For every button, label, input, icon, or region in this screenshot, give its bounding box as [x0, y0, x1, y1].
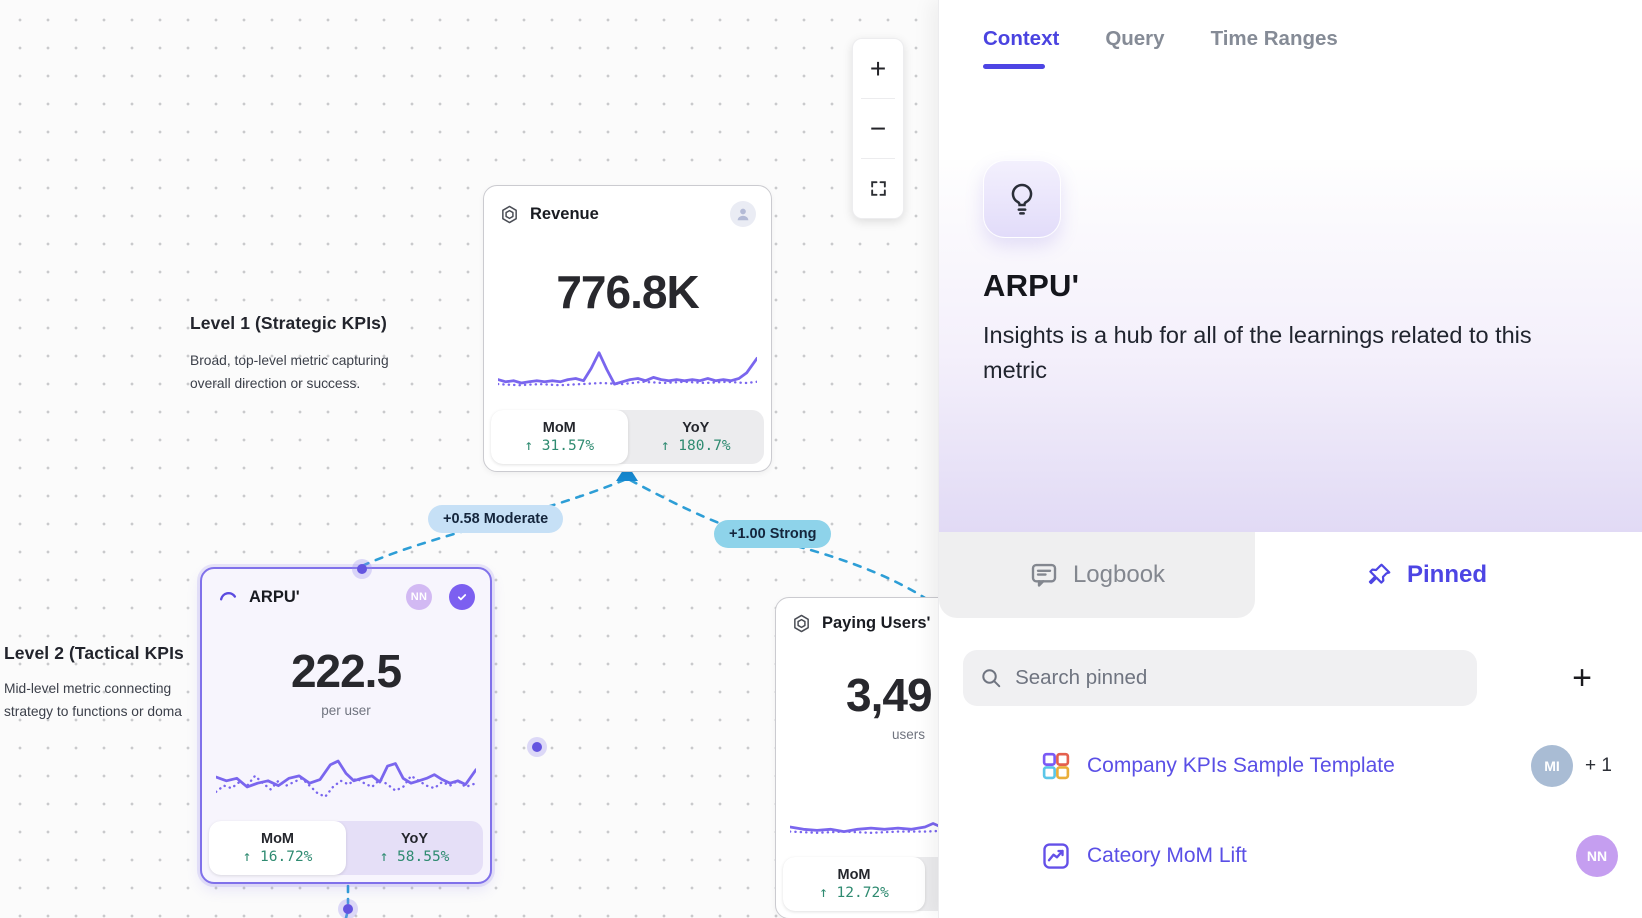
- level-1-annotation: Level 1 (Strategic KPIs) Broad, top-leve…: [190, 313, 389, 394]
- metric-description: Insights is a hub for all of the learnin…: [983, 322, 1532, 383]
- extra-collaborators-count: + 1: [1585, 755, 1612, 776]
- subtab-pinned-label: Pinned: [1407, 561, 1488, 588]
- tab-context[interactable]: Context: [983, 27, 1060, 50]
- arc-metric-icon: [219, 592, 237, 601]
- search-icon: [982, 669, 1001, 688]
- subtab-logbook[interactable]: Logbook: [939, 532, 1255, 618]
- pushpin-icon: [1368, 563, 1391, 585]
- metric-unit: users: [892, 727, 926, 742]
- owner-avatar: [730, 201, 756, 227]
- connection-handle-arpu-right[interactable]: [532, 742, 542, 752]
- fullscreen-icon: [870, 181, 886, 196]
- zoom-out-button[interactable]: −: [853, 99, 903, 158]
- pinned-search-row: +: [963, 650, 1618, 706]
- search-pinned-input[interactable]: [1015, 666, 1461, 690]
- sparkline-chart: [216, 759, 476, 798]
- person-icon: [737, 208, 749, 221]
- card-title: ARPU': [249, 587, 300, 606]
- template-grid-icon: [1042, 752, 1070, 780]
- fit-view-button[interactable]: [853, 159, 903, 218]
- insight-icon-card: [983, 160, 1061, 238]
- tab-query[interactable]: Query: [1105, 27, 1165, 50]
- tab-time-ranges[interactable]: Time Ranges: [1210, 27, 1338, 50]
- mom-value: ↑ 16.72%: [242, 849, 313, 865]
- mom-toggle[interactable]: MoM ↑ 31.57%: [491, 410, 628, 464]
- divider: [861, 98, 895, 99]
- lightbulb-icon: [1011, 183, 1033, 215]
- logbook-comment-icon: [1031, 563, 1057, 587]
- metric-hero-section: ARPU' Insights is a hub for all of the l…: [939, 160, 1642, 532]
- hexagon-metric-icon: [794, 614, 809, 633]
- pinned-item-label: Company KPIs Sample Template: [1087, 754, 1395, 777]
- owner-avatar: NN: [406, 584, 432, 610]
- connection-handle-arpu-top[interactable]: [357, 564, 367, 574]
- search-box[interactable]: [963, 650, 1477, 706]
- mom-value: ↑ 12.72%: [819, 885, 889, 901]
- card-title: Paying Users': [822, 614, 931, 632]
- zoom-in-button[interactable]: +: [853, 39, 903, 98]
- level-1-desc-line1: Broad, top-level metric capturing: [190, 353, 389, 368]
- metric-value: 776.8K: [556, 266, 699, 318]
- yoy-toggle[interactable]: YoY ↑ 58.55%: [379, 831, 450, 865]
- edge-correlation-label-moderate[interactable]: +0.58 Moderate: [428, 505, 564, 533]
- yoy-value: ↑ 180.7%: [660, 438, 731, 454]
- sparkline-chart: [498, 351, 757, 387]
- avatar: MI: [1531, 745, 1574, 787]
- active-tab-indicator: [983, 64, 1045, 69]
- yoy-value: ↑ 58.55%: [379, 849, 450, 865]
- level-2-desc-line1: Mid-level metric connecting: [4, 681, 172, 696]
- mom-toggle[interactable]: MoM ↑ 12.72%: [783, 857, 925, 911]
- add-pinned-button[interactable]: +: [1560, 656, 1604, 700]
- avatar: NN: [1576, 835, 1618, 877]
- mom-toggle[interactable]: MoM ↑ 16.72%: [209, 821, 346, 875]
- trend-chart-icon: [1043, 843, 1069, 869]
- verified-badge-icon: [449, 584, 475, 610]
- subtab-logbook-label: Logbook: [1072, 561, 1166, 588]
- level-2-annotation: Level 2 (Tactical KPIs Mid-level metric …: [4, 643, 184, 722]
- divider: [861, 158, 895, 159]
- panel-subtab-bar: Logbook Pinned: [939, 532, 1642, 618]
- metric-unit: per user: [321, 703, 371, 718]
- metric-value: 222.5: [290, 645, 402, 697]
- metric-card-revenue[interactable]: Revenue 776.8K MoM ↑ 31.57% YoY: [483, 185, 772, 472]
- card-title: Revenue: [530, 204, 599, 223]
- level-1-title: Level 1 (Strategic KPIs): [190, 313, 387, 333]
- metric-card-arpu[interactable]: ARPU' NN 222.5 per user MoM ↑ 16.72%: [200, 567, 492, 884]
- yoy-toggle[interactable]: YoY ↑ 180.7%: [660, 420, 731, 454]
- pinned-list: Company KPIs Sample Template MI + 1 Cate…: [939, 734, 1642, 888]
- metric-value: 3,49: [846, 669, 933, 721]
- card-metrics-footer: MoM ↑ 16.72% YoY ↑ 58.55%: [209, 821, 483, 875]
- context-side-panel: Context Query Time Ranges ARPU' Insights…: [938, 0, 1642, 918]
- pinned-item-label: Cateory MoM Lift: [1087, 844, 1247, 867]
- metric-title: ARPU': [983, 268, 1080, 303]
- metric-tree-canvas[interactable]: +0.58 Moderate +1.00 Strong Level 1 (Str…: [0, 0, 1075, 918]
- edge-correlation-label-strong[interactable]: +1.00 Strong: [714, 520, 832, 548]
- mom-value: ↑ 31.57%: [524, 438, 595, 454]
- panel-tab-bar: Context Query Time Ranges: [939, 0, 1642, 78]
- hexagon-metric-icon: [502, 205, 517, 223]
- pinned-item-company-kpis[interactable]: Company KPIs Sample Template MI + 1: [939, 734, 1642, 798]
- level-2-title: Level 2 (Tactical KPIs: [4, 643, 184, 663]
- pinned-item-category-mom-lift[interactable]: Cateory MoM Lift NN: [939, 824, 1642, 888]
- level-2-desc-line2: strategy to functions or doma: [4, 704, 182, 719]
- subtab-pinned[interactable]: Pinned: [1255, 532, 1642, 618]
- card-metrics-footer: MoM ↑ 31.57% YoY ↑ 180.7%: [491, 410, 764, 464]
- connection-handle-arpu-bottom[interactable]: [343, 904, 353, 914]
- level-1-desc-line2: overall direction or success.: [190, 376, 361, 391]
- canvas-zoom-controls: + −: [852, 38, 904, 219]
